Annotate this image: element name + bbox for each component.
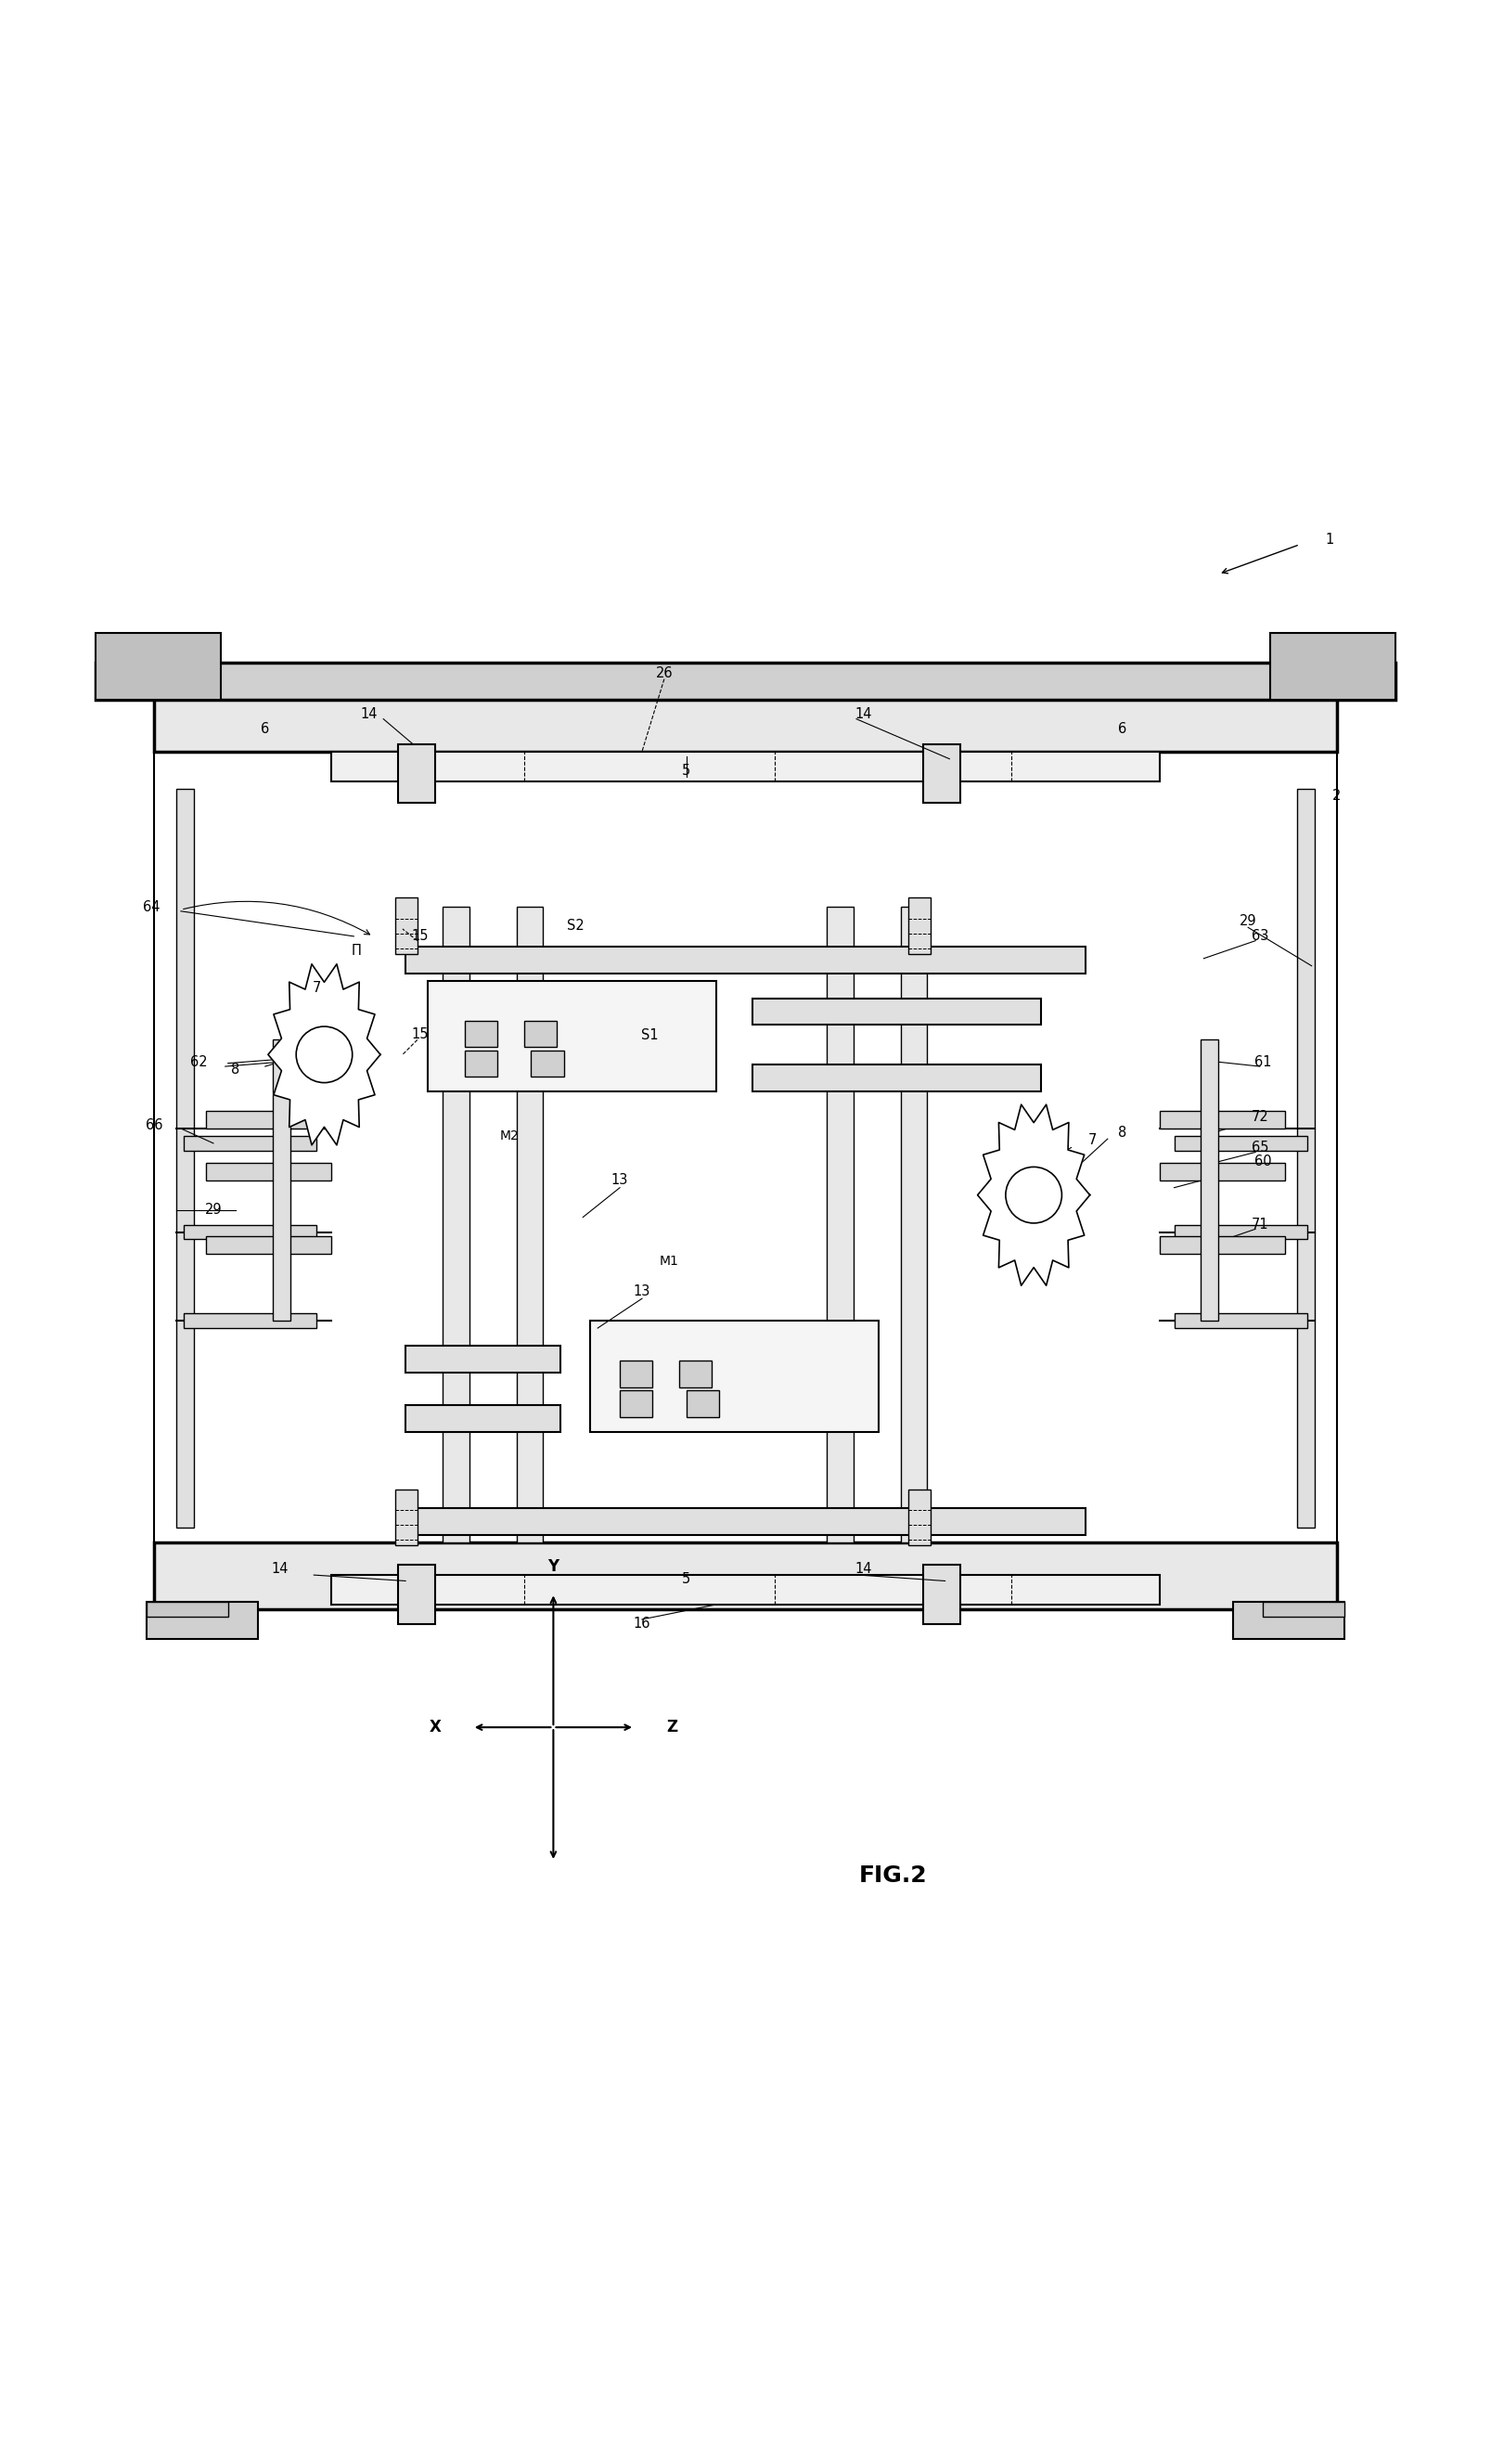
Bar: [590, 1321, 878, 1432]
Bar: [395, 897, 417, 954]
Bar: [531, 1050, 564, 1077]
Bar: [1263, 1602, 1343, 1616]
Bar: [206, 1237, 331, 1254]
Text: 60: 60: [1254, 1153, 1272, 1168]
Bar: [95, 633, 221, 700]
Bar: [176, 788, 194, 1528]
Bar: [1200, 1040, 1218, 1321]
Bar: [154, 1542, 1337, 1609]
Bar: [1233, 1602, 1343, 1639]
Bar: [1297, 788, 1315, 1528]
Bar: [206, 1111, 331, 1129]
Text: 14: 14: [359, 707, 377, 722]
Bar: [678, 1360, 711, 1387]
Text: S1: S1: [641, 1027, 658, 1042]
Text: 7: 7: [1088, 1133, 1097, 1148]
Text: 15: 15: [412, 929, 429, 944]
Text: 13: 13: [634, 1284, 650, 1299]
Bar: [620, 1390, 653, 1417]
Bar: [923, 1565, 960, 1624]
Bar: [1173, 1225, 1308, 1239]
Bar: [154, 685, 1337, 752]
Bar: [398, 1565, 435, 1624]
Text: FIG.2: FIG.2: [859, 1863, 927, 1887]
Text: 63: 63: [1251, 929, 1269, 944]
Bar: [1160, 1163, 1285, 1180]
Bar: [1270, 633, 1396, 700]
Text: 6: 6: [1118, 722, 1127, 737]
Bar: [1173, 1136, 1308, 1151]
Text: Π: Π: [352, 944, 362, 958]
Text: 5: 5: [681, 1572, 690, 1587]
Text: 13: 13: [611, 1173, 628, 1188]
Bar: [753, 998, 1041, 1025]
Bar: [398, 744, 435, 803]
Polygon shape: [268, 963, 380, 1146]
Bar: [148, 1602, 228, 1616]
Text: 6: 6: [261, 722, 270, 737]
Bar: [686, 1390, 719, 1417]
Text: M2: M2: [499, 1129, 519, 1143]
Bar: [183, 1313, 318, 1328]
Text: 8: 8: [1118, 1126, 1127, 1141]
Bar: [206, 1163, 331, 1180]
Text: 15: 15: [412, 1027, 429, 1040]
Text: 29: 29: [1239, 914, 1257, 929]
Text: Z: Z: [666, 1720, 677, 1735]
Bar: [331, 1574, 1160, 1604]
Text: 14: 14: [856, 1562, 872, 1577]
Text: 16: 16: [634, 1616, 650, 1631]
Bar: [443, 907, 470, 1542]
Bar: [428, 981, 716, 1092]
Bar: [523, 1020, 556, 1047]
Bar: [273, 1040, 291, 1321]
Bar: [908, 897, 930, 954]
Bar: [901, 907, 927, 1542]
Circle shape: [297, 1027, 352, 1082]
Text: M1: M1: [659, 1254, 678, 1269]
Text: 26: 26: [656, 665, 672, 680]
Text: 1: 1: [1325, 532, 1333, 547]
Text: 72: 72: [1251, 1109, 1269, 1124]
Bar: [183, 1136, 318, 1151]
Bar: [331, 752, 1160, 781]
Bar: [95, 663, 1396, 700]
Bar: [406, 946, 1085, 973]
Text: 8: 8: [231, 1062, 240, 1077]
Bar: [1160, 1237, 1285, 1254]
Bar: [183, 1225, 318, 1239]
Bar: [828, 907, 853, 1542]
Text: 29: 29: [204, 1202, 222, 1217]
Text: 14: 14: [856, 707, 872, 722]
Bar: [465, 1020, 497, 1047]
Text: 5: 5: [681, 764, 690, 779]
Bar: [406, 1508, 1085, 1535]
Circle shape: [1005, 1168, 1062, 1222]
Text: 64: 64: [143, 899, 160, 914]
Bar: [465, 1050, 497, 1077]
Bar: [395, 1488, 417, 1545]
Bar: [908, 1488, 930, 1545]
Text: 71: 71: [1251, 1217, 1269, 1232]
Text: 2: 2: [1333, 788, 1340, 803]
Polygon shape: [978, 1104, 1090, 1286]
Bar: [406, 1404, 561, 1432]
Bar: [1160, 1111, 1285, 1129]
Text: 7: 7: [313, 981, 321, 995]
Text: 65: 65: [1251, 1141, 1269, 1156]
Bar: [1173, 1313, 1308, 1328]
Bar: [516, 907, 543, 1542]
Bar: [923, 744, 960, 803]
Text: 62: 62: [189, 1055, 207, 1069]
Text: 66: 66: [146, 1119, 163, 1133]
Text: S2: S2: [567, 919, 584, 934]
Text: 61: 61: [1254, 1055, 1272, 1069]
Bar: [406, 1345, 561, 1372]
Bar: [620, 1360, 653, 1387]
Text: X: X: [429, 1720, 441, 1735]
Bar: [753, 1064, 1041, 1092]
Bar: [148, 1602, 258, 1639]
Text: 14: 14: [271, 1562, 288, 1577]
Text: Y: Y: [547, 1557, 559, 1574]
